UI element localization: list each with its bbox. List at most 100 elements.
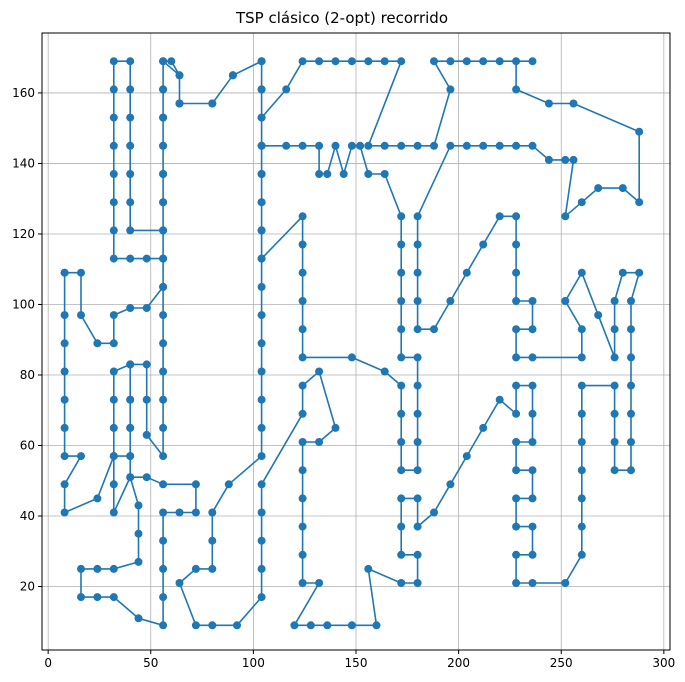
city-point [512,353,521,362]
city-point [93,593,102,602]
city-point [60,339,69,348]
city-point [109,254,118,263]
city-point [298,57,307,66]
city-point [495,141,504,150]
city-point [610,353,619,362]
city-point [282,85,291,94]
city-point [397,438,406,446]
city-point [413,550,422,559]
city-point [109,113,118,122]
city-point [60,508,69,517]
city-point [126,423,135,432]
city-point [528,297,537,305]
city-point [627,353,635,362]
city-point [512,438,521,446]
city-point [528,438,537,446]
city-point [175,99,184,108]
city-point [257,282,266,291]
city-point [126,473,135,482]
city-point [298,141,307,150]
city-point [380,57,389,66]
city-point [298,579,307,587]
city-point [257,170,266,178]
city-point [380,170,389,178]
city-point [610,438,619,446]
city-point [528,494,537,503]
city-point [577,494,586,503]
city-point [577,438,586,446]
city-point [159,621,168,630]
city-point [512,85,521,94]
city-point [298,381,307,390]
city-point [298,550,307,559]
city-point [257,198,266,207]
city-point [134,614,143,623]
city-point [208,564,217,573]
city-point [528,325,537,334]
city-point [257,480,266,489]
city-point [191,564,200,573]
city-point [331,57,340,66]
city-point [109,57,118,66]
city-point [413,409,422,418]
city-point [282,141,291,150]
city-point [512,297,521,305]
city-point [462,452,471,461]
city-point [126,113,135,122]
city-point [109,452,118,461]
city-point [397,353,406,362]
city-point [594,184,603,193]
city-point [323,621,332,630]
city-point [159,57,168,66]
y-tick-label: 120 [12,227,35,241]
city-point [191,508,200,517]
city-point [142,395,151,404]
city-point [93,339,102,348]
city-point [126,452,135,461]
city-point [430,325,438,334]
x-tick-label: 50 [143,656,158,670]
city-point [126,170,135,178]
city-point [60,268,69,277]
city-point [159,480,168,489]
city-point [397,494,406,503]
city-point [495,57,504,66]
city-point [347,353,356,362]
city-point [142,473,151,482]
city-point [298,297,307,305]
city-point [257,536,266,545]
city-point [298,438,307,446]
city-point [77,311,85,320]
gridlines [42,33,670,650]
city-point [175,579,184,587]
city-point [228,71,237,80]
city-point [93,564,102,573]
city-point [512,466,521,475]
y-tick-label: 100 [12,297,35,311]
city-point [397,141,406,150]
city-point [528,141,537,150]
city-point [397,325,406,334]
city-point [224,480,233,489]
city-point [397,409,406,418]
city-point [413,494,422,503]
y-tick-label: 80 [20,368,35,382]
city-point [159,254,168,263]
city-point [413,268,422,277]
route-layer [63,60,641,627]
city-point [159,311,168,320]
city-point [561,297,570,305]
city-point [577,550,586,559]
city-point [610,297,619,305]
city-point [323,170,332,178]
city-point [159,141,168,150]
city-point [298,494,307,503]
city-point [77,564,85,573]
city-point [512,494,521,503]
city-point [413,381,422,390]
city-point [347,57,356,66]
city-point [413,353,422,362]
city-point [430,141,438,150]
city-point [109,311,118,320]
city-point [60,423,69,432]
